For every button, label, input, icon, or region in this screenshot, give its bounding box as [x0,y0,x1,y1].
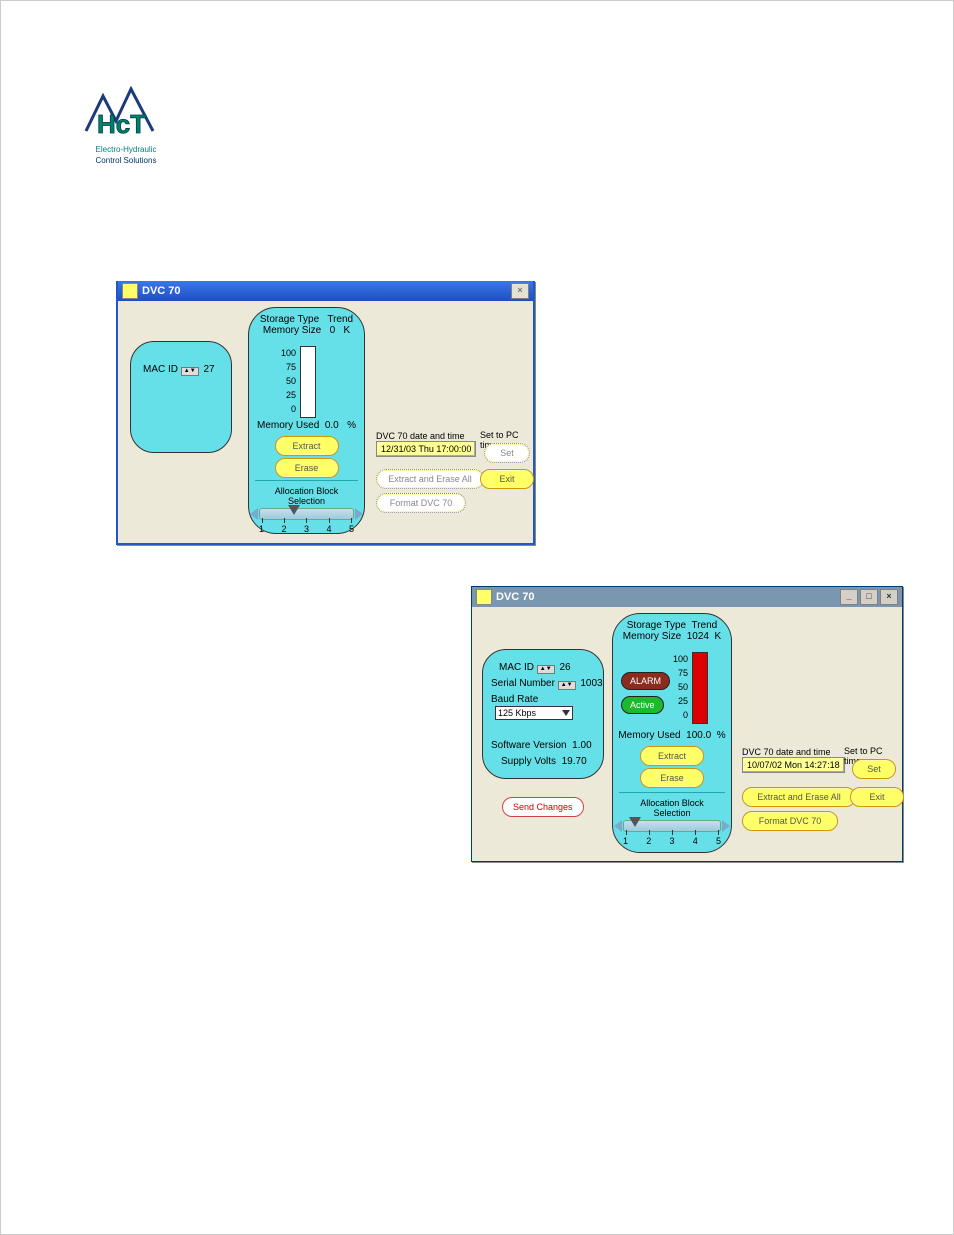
slider-ticks: 1 2 3 4 5 [623,836,721,846]
gauge-scale: 100 75 50 25 0 [673,652,688,724]
memory-size-unit: K [343,325,350,336]
mac-id-row: MAC ID ▲▼ 26 [499,662,571,674]
gauge-bar [692,652,708,724]
close-icon: × [886,591,891,601]
gauge-fill [693,653,707,723]
set-time-button[interactable]: Set [484,443,530,463]
close-button[interactable]: × [880,589,898,605]
chevron-down-icon [562,710,570,716]
erase-button[interactable]: Erase [275,458,339,478]
hct-logo: HcT Electro-Hydraulic Control Solutions [81,81,171,165]
storage-type-value: Trend [327,314,353,325]
slider-caption: Allocation Block Selection [623,798,721,818]
window-title: DVC 70 [496,591,535,603]
slider-ticks: 1 2 3 4 5 [259,524,354,534]
send-changes-button[interactable]: Send Changes [502,797,584,817]
app-icon [476,589,492,605]
memory-panel: Storage Type Trend Memory Size 0 K 100 7… [248,307,365,534]
datetime-value[interactable]: 12/31/03 Thu 17:00:00 [376,441,476,457]
datetime-value[interactable]: 10/07/02 Mon 14:27:18 [742,757,845,773]
baud-rate-value: 125 Kbps [498,708,536,718]
format-dvc70-button[interactable]: Format DVC 70 [376,493,466,513]
supply-volts-row: Supply Volts 19.70 [501,756,587,767]
extract-button[interactable]: Extract [640,746,704,766]
serial-stepper[interactable]: ▲▼ [558,681,576,690]
memory-used-row: Memory Used 100.0 % [613,730,731,741]
page: HcT Electro-Hydraulic Control Solutions … [0,0,954,1235]
mac-id-label: MAC ID [143,364,178,375]
baud-label: Baud Rate [491,694,538,705]
mac-id-stepper[interactable]: ▲▼ [181,367,199,376]
extract-erase-all-button[interactable]: Extract and Erase All [376,469,484,489]
exit-button[interactable]: Exit [480,469,534,489]
logo-subtitle-1: Electro-Hydraulic [81,145,171,154]
close-button[interactable]: × [511,283,529,299]
storage-type-label: Storage Type [260,314,319,325]
window-title: DVC 70 [142,285,181,297]
logo-subtitle-2: Control Solutions [81,156,171,165]
svg-text:HcT: HcT [97,109,146,139]
datetime-section: DVC 70 date and time 12/31/03 Thu 17:00:… [376,431,476,457]
dvc70-window-1: DVC 70 × MAC ID ▲▼ 27 Storage Type Trend… [116,281,535,545]
extract-erase-all-button[interactable]: Extract and Erase All [742,787,856,807]
exit-button[interactable]: Exit [850,787,904,807]
memory-size-row: Memory Size 0 K [249,325,364,336]
titlebar[interactable]: DVC 70 _ □ × [472,587,902,607]
storage-type-row: Storage Type Trend [613,620,731,631]
datetime-label: DVC 70 date and time [376,431,476,441]
slider-thumb[interactable] [629,817,641,827]
app-icon [122,283,138,299]
format-dvc70-button[interactable]: Format DVC 70 [742,811,838,831]
datetime-section: DVC 70 date and time 10/07/02 Mon 14:27:… [742,747,845,773]
mac-id-stepper[interactable]: ▲▼ [537,665,555,674]
memory-size-row: Memory Size 1024 K [613,631,731,642]
minimize-button[interactable]: _ [840,589,858,605]
memory-gauge: 100 75 50 25 0 [673,652,708,724]
serial-row: Serial Number ▲▼ 1003 [491,678,603,690]
mac-id-row: MAC ID ▲▼ 27 [143,364,215,376]
memory-used-row: Memory Used 0.0 % [249,420,364,431]
mac-id-value: 27 [203,364,214,375]
storage-type-row: Storage Type Trend [249,314,364,325]
slider-caption: Allocation Block Selection [259,486,354,506]
mac-panel: MAC ID ▲▼ 27 [130,341,232,453]
sw-version-row: Software Version 1.00 [491,740,592,751]
slider-thumb[interactable] [288,505,300,515]
baud-rate-dropdown[interactable]: 125 Kbps [495,706,573,720]
gauge-scale: 100 75 50 25 0 [281,346,296,418]
gauge-bar [300,346,316,418]
maximize-icon: □ [866,591,871,601]
datetime-label: DVC 70 date and time [742,747,845,757]
close-icon: × [517,285,522,295]
alarm-badge: ALARM [621,672,670,690]
info-panel: MAC ID ▲▼ 26 Serial Number ▲▼ 1003 Baud … [482,649,604,779]
maximize-button[interactable]: □ [860,589,878,605]
extract-button[interactable]: Extract [275,436,339,456]
dvc70-window-2: DVC 70 _ □ × MAC ID ▲▼ 26 Serial Number … [471,586,903,862]
memory-size-label: Memory Size [263,325,321,336]
memory-size-value: 0 [330,325,336,336]
minimize-icon: _ [846,591,851,601]
set-time-button[interactable]: Set [852,759,896,779]
erase-button[interactable]: Erase [640,768,704,788]
active-badge: Active [621,696,664,714]
memory-gauge: 100 75 50 25 0 [281,346,316,418]
titlebar[interactable]: DVC 70 × [118,281,533,301]
memory-panel: Storage Type Trend Memory Size 1024 K AL… [612,613,732,853]
